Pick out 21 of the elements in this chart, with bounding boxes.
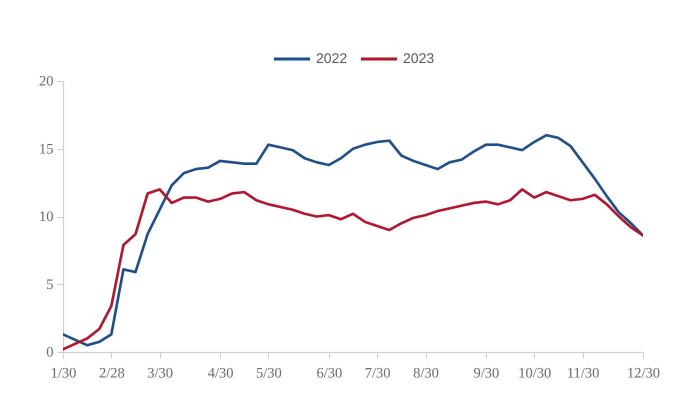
x-tick-label: 4/30 — [208, 366, 234, 382]
x-tick-label: 7/30 — [364, 366, 391, 382]
x-tick-label: 9/30 — [474, 366, 500, 382]
legend-label: 2023 — [403, 50, 434, 66]
y-tick-label: 20 — [39, 74, 54, 90]
x-tick-label: 8/30 — [413, 366, 439, 382]
x-tick-label: 5/30 — [256, 366, 282, 382]
line-series — [63, 134, 643, 347]
y-tick-label: 5 — [46, 276, 54, 293]
x-tick-label: 11/30 — [566, 366, 600, 382]
x-tick-label: 12/30 — [626, 366, 660, 382]
x-tick-label: 3/30 — [147, 366, 174, 382]
legend-label: 2022 — [316, 50, 348, 66]
x-tick-label: 6/30 — [316, 366, 342, 382]
x-tick-label: 10/30 — [518, 366, 552, 382]
y-tick-label: 10 — [39, 209, 54, 225]
line-series — [63, 188, 643, 351]
y-tick-label: 0 — [46, 344, 54, 360]
x-tick-label: 1/30 — [50, 366, 76, 382]
y-tick-label: 15 — [39, 141, 54, 158]
x-tick-label: 2/28 — [98, 366, 125, 382]
